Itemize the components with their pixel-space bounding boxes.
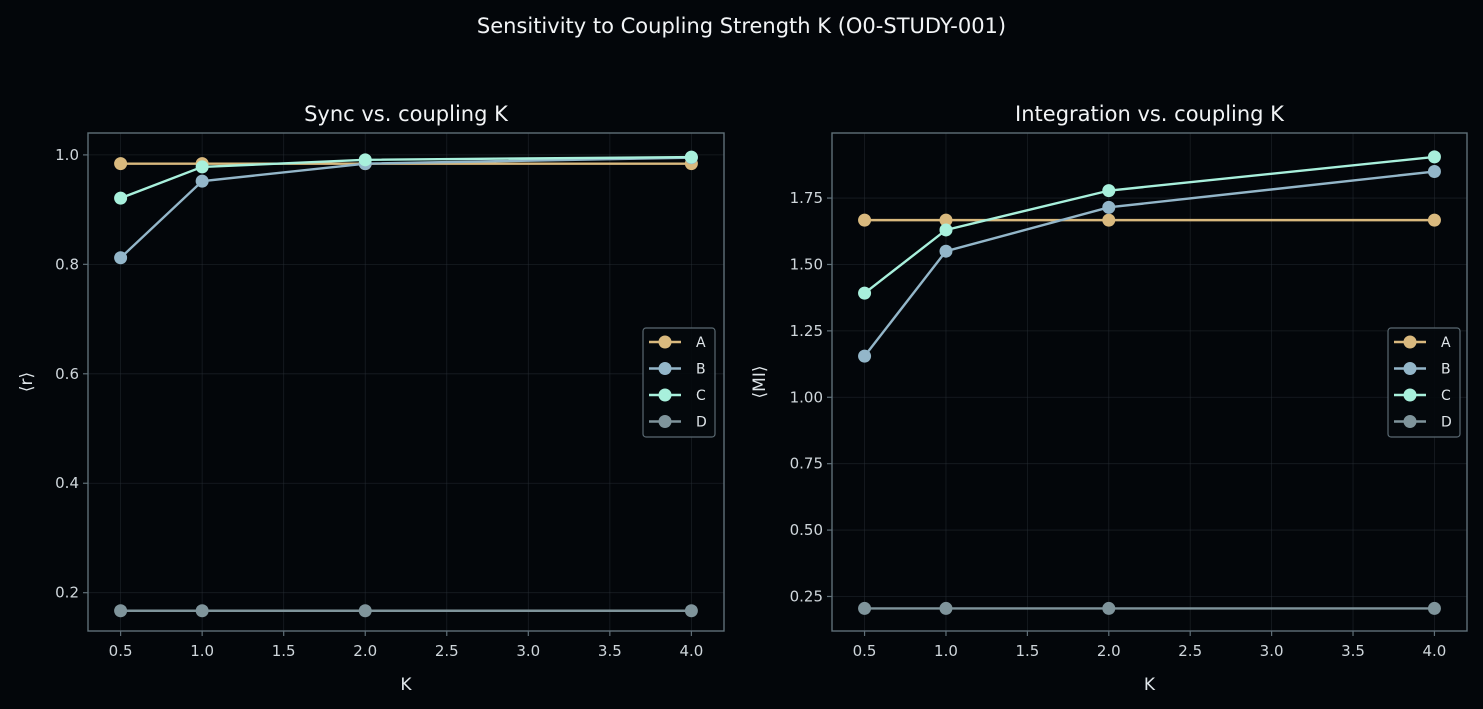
x-tick-label: 3.0 bbox=[516, 642, 540, 660]
x-tick-label: 2.0 bbox=[353, 642, 377, 660]
x-tick-label: 1.5 bbox=[1015, 642, 1039, 660]
data-point-C bbox=[1427, 150, 1441, 164]
y-tick-label: 1.00 bbox=[790, 388, 823, 406]
x-tick-label: 4.0 bbox=[679, 642, 703, 660]
data-point-C bbox=[684, 150, 698, 164]
legend-swatch-marker bbox=[1403, 335, 1417, 349]
data-point-B bbox=[1102, 200, 1116, 214]
legend-swatch-marker bbox=[1403, 362, 1417, 375]
legend-swatch-marker bbox=[1403, 415, 1417, 428]
x-tick-label: 1.0 bbox=[190, 642, 214, 660]
legend-label: C bbox=[1441, 388, 1451, 404]
y-tick-label: 1.25 bbox=[790, 322, 823, 340]
y-tick-label: 0.8 bbox=[55, 255, 79, 273]
data-point-D bbox=[1102, 601, 1116, 615]
series-line-C bbox=[120, 155, 692, 200]
x-tick-label: 3.5 bbox=[1341, 642, 1365, 660]
y-tick-label: 1.0 bbox=[55, 146, 79, 164]
legend-swatch-marker bbox=[658, 415, 672, 428]
data-point-A bbox=[1102, 213, 1116, 227]
series-line-B bbox=[119, 156, 692, 259]
data-point-C bbox=[939, 223, 953, 237]
data-point-D bbox=[195, 604, 209, 618]
legend-box bbox=[1387, 327, 1461, 438]
x-tick-label: 2.5 bbox=[1178, 642, 1202, 660]
panel-2: 0.5 1.0 1.5 2.0 2.5 3.0 3.5 4.0 0.25 0.50 0.75 1.00… bbox=[750, 102, 1468, 695]
x-tick-label: 0.5 bbox=[109, 642, 133, 660]
x-tick-label: 0.5 bbox=[853, 642, 877, 660]
legend-label: A bbox=[696, 335, 706, 351]
data-point-C bbox=[858, 286, 872, 300]
y-tick-label: 0.6 bbox=[55, 365, 79, 383]
y-axis-label: ⟨r⟩ bbox=[17, 372, 37, 392]
y-tick-label: 1.50 bbox=[790, 255, 823, 273]
figure-suptitle: Sensitivity to Coupling Strength K (O0-S… bbox=[477, 14, 1006, 38]
legend-box bbox=[642, 327, 716, 438]
plot-frame bbox=[831, 132, 1468, 632]
y-tick-label: 0.2 bbox=[55, 584, 79, 602]
x-tick-label: 4.0 bbox=[1423, 642, 1447, 660]
y-tick-label: 1.75 bbox=[790, 189, 823, 207]
legend-swatch-marker bbox=[1403, 388, 1417, 402]
panel-title: Sync vs. coupling K bbox=[304, 102, 509, 126]
legend-swatch-marker bbox=[658, 335, 672, 349]
data-point-D bbox=[939, 601, 953, 615]
series-line-C bbox=[863, 155, 1435, 295]
data-point-C bbox=[358, 153, 372, 167]
legend-swatch-marker bbox=[658, 362, 672, 375]
data-point-B bbox=[939, 244, 953, 258]
data-point-D bbox=[1427, 601, 1441, 615]
legend-label: B bbox=[696, 362, 706, 378]
y-axis-label: ⟨MI⟩ bbox=[750, 366, 770, 399]
y-tick-label: 0.25 bbox=[790, 587, 823, 605]
data-point-C bbox=[1102, 184, 1116, 198]
data-point-A bbox=[939, 213, 953, 227]
x-tick-label: 3.0 bbox=[1260, 642, 1284, 660]
x-axis-label: K bbox=[400, 675, 412, 695]
data-point-B bbox=[114, 251, 128, 265]
data-point-D bbox=[358, 604, 372, 618]
x-tick-label: 2.0 bbox=[1097, 642, 1121, 660]
legend-label: A bbox=[1441, 335, 1451, 351]
panels: 0.5 1.0 1.5 2.0 2.5 3.0 3.5 4.0 0.2 0.4 0.6 0.8 1.0 S… bbox=[17, 102, 1468, 695]
data-point-B bbox=[195, 174, 209, 188]
y-tick-label: 0.4 bbox=[55, 474, 79, 492]
x-tick-label: 1.0 bbox=[934, 642, 958, 660]
panel-title: Integration vs. coupling K bbox=[1015, 102, 1285, 126]
legend-label: D bbox=[1441, 415, 1452, 431]
legend-label: C bbox=[696, 388, 706, 404]
data-point-A bbox=[1427, 213, 1441, 227]
data-point-A bbox=[858, 213, 872, 227]
data-point-D bbox=[114, 604, 128, 618]
panel-1: 0.5 1.0 1.5 2.0 2.5 3.0 3.5 4.0 0.2 0.4 0.6 0.8 1.0 S… bbox=[17, 102, 725, 695]
x-tick-label: 2.5 bbox=[435, 642, 459, 660]
legend-label: B bbox=[1441, 362, 1451, 378]
x-tick-label: 3.5 bbox=[598, 642, 622, 660]
x-tick-label: 1.5 bbox=[272, 642, 296, 660]
data-point-C bbox=[114, 191, 128, 205]
series-line-B bbox=[863, 170, 1435, 357]
y-tick-label: 0.75 bbox=[790, 455, 823, 473]
data-point-D bbox=[858, 601, 872, 615]
data-point-A bbox=[114, 157, 128, 171]
plot-frame bbox=[87, 132, 725, 632]
data-point-B bbox=[858, 349, 872, 363]
data-point-B bbox=[1427, 165, 1441, 179]
y-tick-label: 0.50 bbox=[790, 521, 823, 539]
legend-swatch-marker bbox=[658, 388, 672, 402]
data-point-C bbox=[195, 160, 209, 174]
x-axis-label: K bbox=[1144, 675, 1156, 695]
data-point-D bbox=[684, 604, 698, 618]
legend-label: D bbox=[696, 415, 707, 431]
